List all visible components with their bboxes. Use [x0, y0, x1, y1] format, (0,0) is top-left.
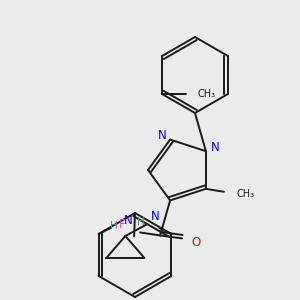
Text: N: N [211, 141, 219, 154]
Text: F: F [119, 218, 126, 230]
Text: CH₃: CH₃ [197, 89, 215, 99]
Text: H: H [137, 217, 145, 227]
Text: H: H [110, 221, 118, 231]
Text: N: N [124, 214, 133, 227]
Text: CH₃: CH₃ [237, 189, 255, 199]
Text: N: N [151, 209, 160, 223]
Text: N: N [158, 129, 167, 142]
Text: O: O [191, 236, 201, 249]
